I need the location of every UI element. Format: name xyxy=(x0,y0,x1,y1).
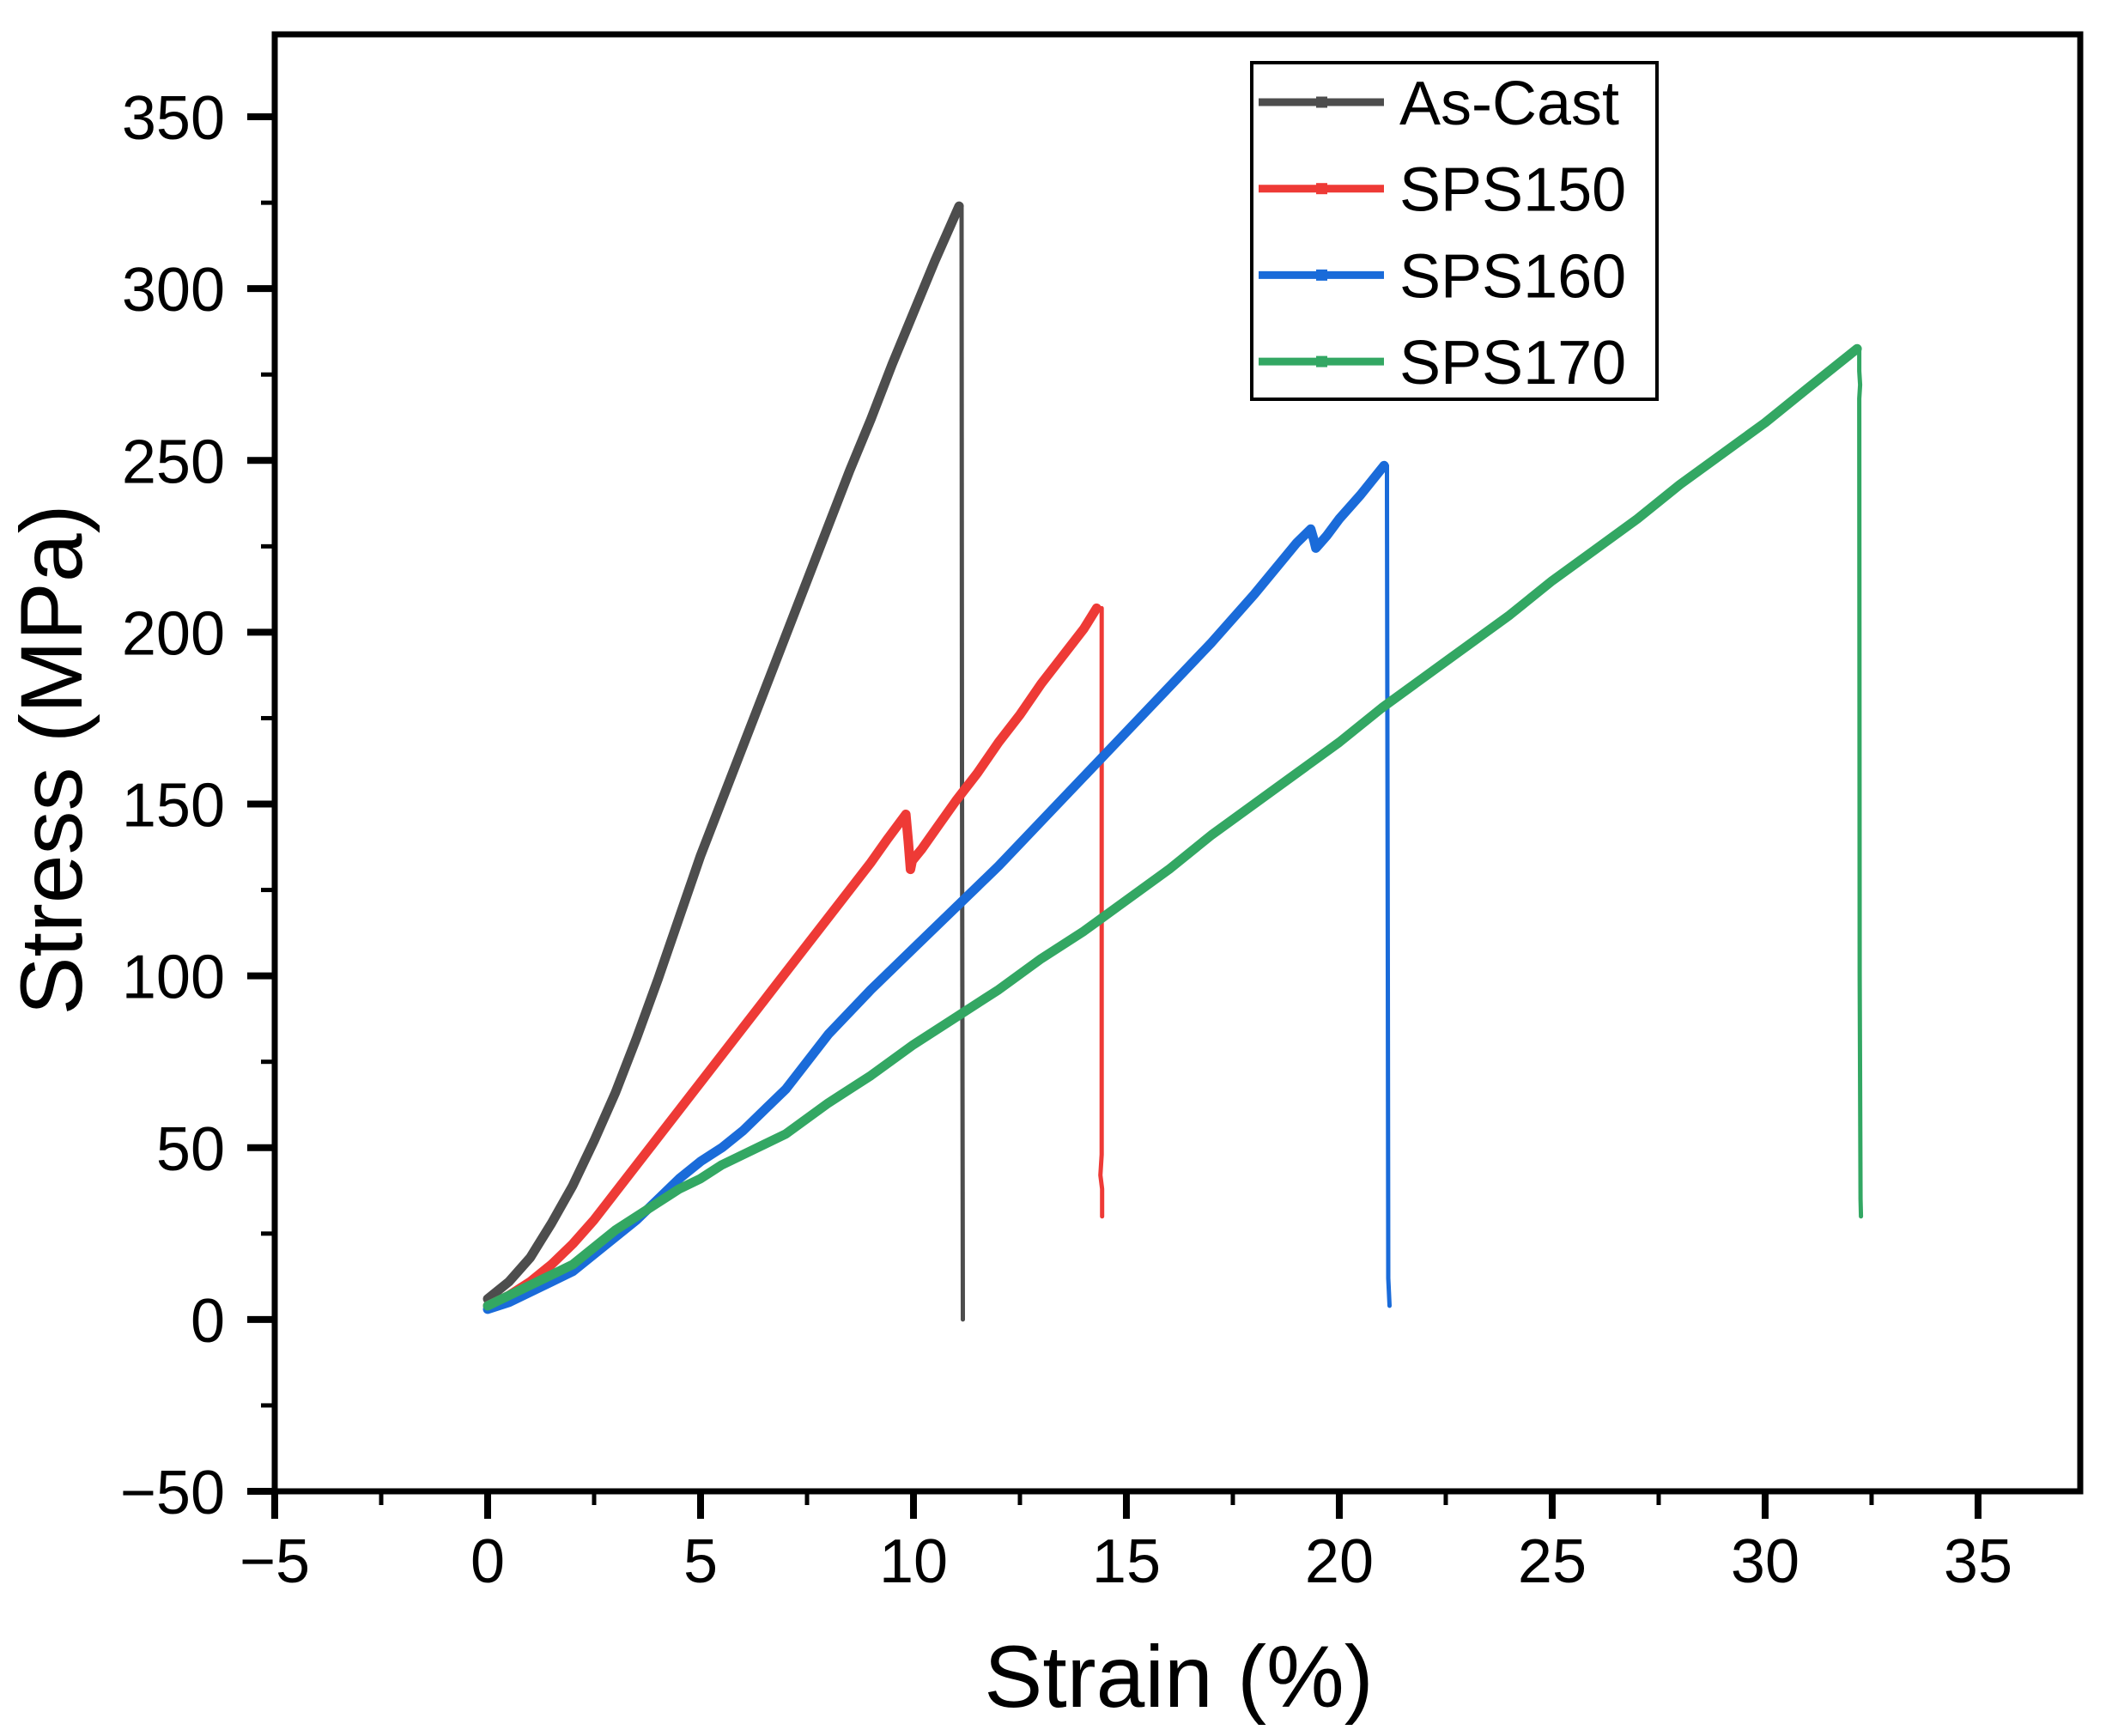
legend-label-sps160: SPS160 xyxy=(1399,242,1626,311)
legend: As-Cast SPS150 SPS160 SPS170 xyxy=(1250,61,1659,401)
legend-label-as-cast: As-Cast xyxy=(1399,70,1619,138)
y-axis-title: Stress (MPa) xyxy=(3,504,100,1015)
y-tick-label: 0 xyxy=(191,1287,225,1356)
x-tick-label: 0 xyxy=(470,1527,505,1596)
curve-sps160 xyxy=(482,460,1389,1314)
x-tick-label: 35 xyxy=(1944,1527,2012,1596)
legend-marker-sps170 xyxy=(1316,355,1327,367)
curve-sps150 xyxy=(482,603,1102,1311)
y-tick-label: 150 xyxy=(122,772,225,841)
curve-as-cast xyxy=(482,201,964,1304)
x-tick-label: −5 xyxy=(240,1527,310,1596)
curve-drop-as-cast xyxy=(959,203,965,1322)
curve-drop-sps150 xyxy=(1098,605,1105,1219)
tick-layer xyxy=(247,113,1982,1519)
x-tick-label: 15 xyxy=(1092,1527,1161,1596)
legend-label-sps150: SPS150 xyxy=(1399,156,1626,225)
y-tick-label: 250 xyxy=(122,428,225,496)
legend-box xyxy=(1250,61,1659,401)
x-tick-label: 5 xyxy=(683,1527,718,1596)
legend-marker-as-cast xyxy=(1316,96,1327,108)
x-axis-title: Strain (%) xyxy=(984,1628,1373,1726)
y-tick-label: 100 xyxy=(122,944,225,1012)
curve-layer xyxy=(482,201,1864,1322)
y-tick-label: 350 xyxy=(122,84,225,153)
y-tick-label: 200 xyxy=(122,599,225,668)
curve-drop-sps170 xyxy=(1857,346,1864,1219)
x-tick-label: 30 xyxy=(1731,1527,1800,1596)
legend-label-sps170: SPS170 xyxy=(1399,329,1626,398)
y-tick-label: 300 xyxy=(122,256,225,325)
legend-marker-sps160 xyxy=(1316,269,1327,281)
x-tick-label: 25 xyxy=(1518,1527,1587,1596)
plot-frame xyxy=(271,31,2084,1495)
y-tick-label: 50 xyxy=(156,1115,225,1184)
x-tick-label: 10 xyxy=(879,1527,948,1596)
x-tick-label: 20 xyxy=(1305,1527,1374,1596)
y-tick-label: −50 xyxy=(120,1459,225,1527)
curve-sps170 xyxy=(482,343,1862,1311)
curve-drop-sps160 xyxy=(1385,463,1392,1308)
legend-marker-sps150 xyxy=(1316,183,1327,195)
